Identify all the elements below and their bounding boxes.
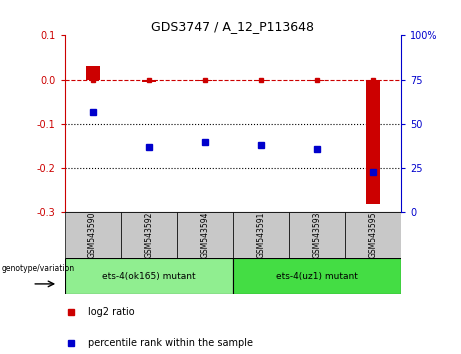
Title: GDS3747 / A_12_P113648: GDS3747 / A_12_P113648 bbox=[151, 20, 314, 33]
Text: percentile rank within the sample: percentile rank within the sample bbox=[88, 338, 253, 348]
Bar bbox=[86, 67, 100, 80]
FancyBboxPatch shape bbox=[345, 212, 401, 258]
Text: GSM543595: GSM543595 bbox=[368, 211, 378, 258]
Text: genotype/variation: genotype/variation bbox=[2, 264, 75, 273]
Text: ets-4(uz1) mutant: ets-4(uz1) mutant bbox=[276, 272, 358, 281]
Text: GSM543594: GSM543594 bbox=[200, 211, 209, 258]
Text: ets-4(ok165) mutant: ets-4(ok165) mutant bbox=[102, 272, 195, 281]
Bar bbox=[198, 80, 212, 81]
FancyBboxPatch shape bbox=[65, 212, 121, 258]
Text: GSM543591: GSM543591 bbox=[256, 211, 266, 258]
FancyBboxPatch shape bbox=[289, 212, 345, 258]
Text: GSM543593: GSM543593 bbox=[313, 211, 321, 258]
Bar bbox=[310, 80, 324, 81]
Bar bbox=[366, 80, 380, 204]
Text: GSM543592: GSM543592 bbox=[144, 211, 153, 258]
Bar bbox=[142, 80, 156, 82]
FancyBboxPatch shape bbox=[121, 212, 177, 258]
Text: log2 ratio: log2 ratio bbox=[88, 307, 135, 316]
FancyBboxPatch shape bbox=[233, 258, 401, 294]
FancyBboxPatch shape bbox=[233, 212, 289, 258]
FancyBboxPatch shape bbox=[65, 258, 233, 294]
Text: GSM543590: GSM543590 bbox=[88, 211, 97, 258]
FancyBboxPatch shape bbox=[177, 212, 233, 258]
